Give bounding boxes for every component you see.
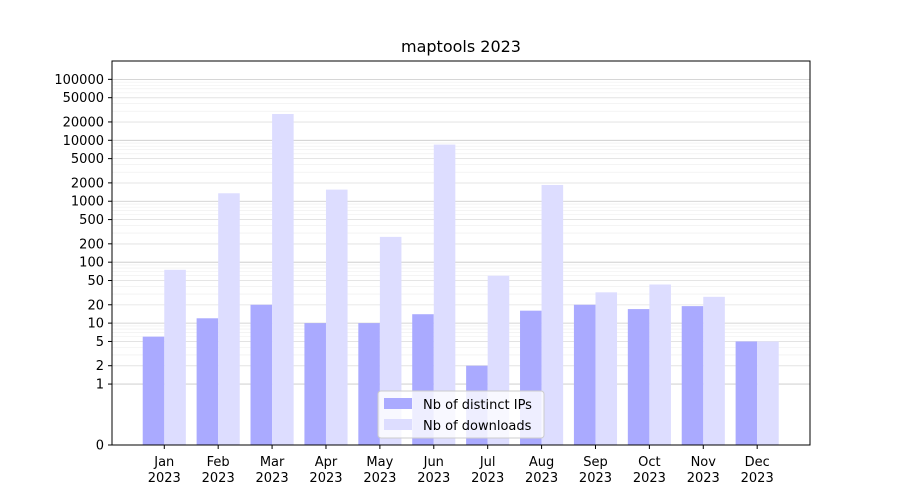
- x-tick-label-year: 2023: [148, 471, 181, 486]
- y-tick-label: 500: [79, 213, 104, 228]
- x-tick-label-year: 2023: [687, 471, 720, 486]
- x-tick-label-year: 2023: [363, 471, 396, 486]
- y-tick-label: 2: [96, 359, 104, 374]
- legend-box: [377, 390, 545, 439]
- bar-downloads-mar: [272, 113, 294, 445]
- legend: Nb of distinct IPs Nb of downloads: [377, 390, 545, 439]
- bar-downloads-oct: [649, 284, 671, 445]
- chart-title: maptools 2023: [401, 37, 521, 56]
- bar-downloads-aug: [541, 184, 564, 445]
- x-tick-label-year: 2023: [417, 471, 450, 486]
- bar-downloads-jun: [433, 144, 456, 445]
- x-tick-label-year: 2023: [471, 471, 504, 486]
- y-tick-label: 2000: [71, 176, 104, 191]
- plot-frame: [111, 60, 811, 446]
- x-tick-label-year: 2023: [525, 471, 558, 486]
- bar-distinct-ips-dec: [735, 341, 758, 445]
- bar-downloads-nov: [703, 296, 725, 445]
- x-tick-label-year: 2023: [202, 471, 235, 486]
- bar-distinct-ips-feb: [196, 318, 219, 445]
- bar-distinct-ips-sep: [573, 304, 596, 445]
- x-tick-label-month: Jan: [153, 455, 174, 470]
- bar-downloads-sep: [595, 292, 618, 445]
- bar-distinct-ips-nov: [681, 306, 704, 445]
- x-tick-label-month: Jul: [479, 455, 496, 470]
- y-tick-label: 10000: [63, 134, 104, 149]
- y-tick-label: 5000: [71, 152, 104, 167]
- y-tick-label: 100000: [54, 73, 104, 88]
- y-tick-label: 20: [87, 298, 104, 313]
- y-tick-label: 50: [87, 274, 104, 289]
- x-tick-label-year: 2023: [741, 471, 774, 486]
- bar-downloads-jan: [164, 269, 186, 445]
- legend-label-distinct-ips: Nb of distinct IPs: [423, 398, 532, 413]
- y-tick-label: 5: [96, 335, 104, 350]
- y-tick-label: 1: [96, 378, 104, 393]
- y-axis: 0 1 2 5 10 20 50 100 200 500 1000 2000 5000 10000 2000…: [54, 73, 112, 454]
- legend-swatch-downloads: [384, 419, 412, 430]
- x-tick-label-month: Sep: [583, 455, 608, 470]
- x-tick-label-month: Apr: [315, 455, 338, 470]
- x-axis: Jan2023Feb2023Mar2023Apr2023May2023Jun20…: [148, 445, 774, 486]
- bar-downloads-feb: [218, 193, 240, 445]
- x-tick-label-year: 2023: [633, 471, 666, 486]
- x-tick-label-month: Feb: [207, 455, 230, 470]
- bar-distinct-ips-apr: [304, 323, 326, 445]
- y-tick-label: 0: [96, 439, 104, 454]
- bar-distinct-ips-jan: [142, 336, 165, 445]
- x-tick-label-month: Aug: [529, 455, 554, 470]
- x-tick-label-month: Nov: [691, 455, 717, 470]
- bar-distinct-ips-oct: [627, 309, 650, 445]
- x-tick-label-month: Mar: [260, 455, 285, 470]
- bar-distinct-ips-may: [358, 323, 380, 445]
- legend-label-downloads: Nb of downloads: [423, 419, 532, 434]
- x-tick-label-year: 2023: [579, 471, 612, 486]
- x-tick-label-year: 2023: [256, 471, 289, 486]
- y-tick-label: 50000: [63, 91, 104, 106]
- bar-downloads-apr: [325, 189, 348, 445]
- y-tick-label: 1000: [71, 195, 104, 210]
- x-tick-label-month: Dec: [745, 455, 770, 470]
- x-tick-label-month: Jun: [423, 455, 444, 470]
- x-tick-label-month: May: [366, 455, 393, 470]
- x-tick-label-month: Oct: [638, 455, 660, 470]
- y-tick-label: 20000: [63, 115, 104, 130]
- bar-downloads-dec: [757, 341, 779, 445]
- y-tick-label: 200: [79, 237, 104, 252]
- y-tick-label: 100: [79, 256, 104, 271]
- y-tick-label: 10: [87, 317, 104, 332]
- bar-distinct-ips-mar: [250, 304, 273, 445]
- x-tick-label-year: 2023: [309, 471, 342, 486]
- legend-swatch-distinct-ips: [384, 398, 412, 409]
